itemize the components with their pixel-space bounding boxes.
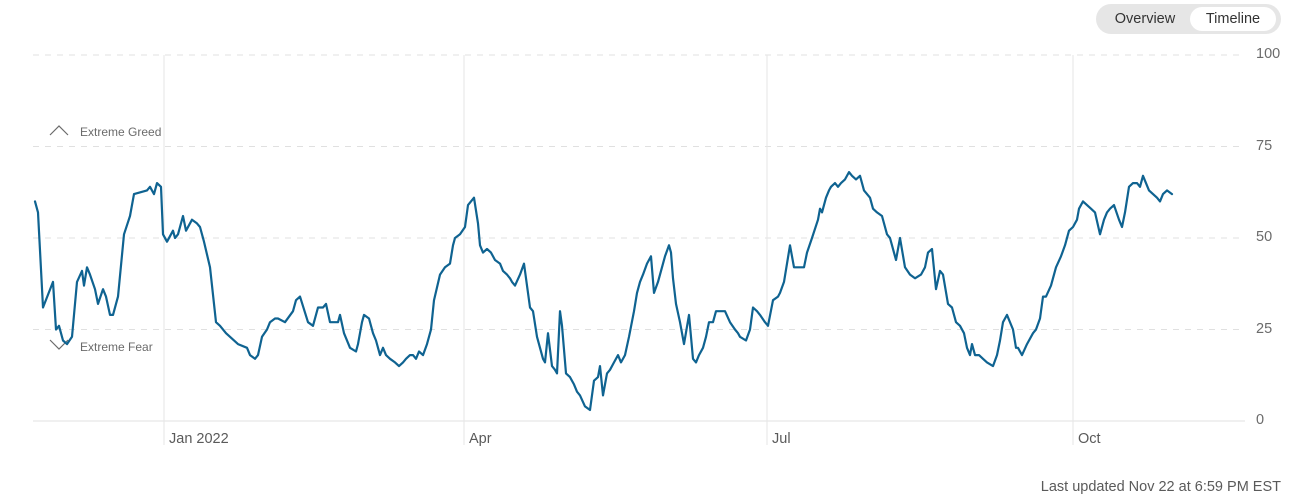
vertical-gridlines	[163, 55, 1074, 445]
y-tick-100: 100	[1256, 46, 1281, 62]
last-updated: Last updated Nov 22 at 6:59 PM EST	[1040, 479, 1281, 495]
x-tick-oct: Oct	[1078, 431, 1101, 447]
x-tick-jul: Jul	[772, 431, 791, 447]
horizontal-gridlines	[33, 54, 1245, 422]
y-tick-0: 0	[1256, 412, 1265, 428]
y-tick-50: 50	[1256, 229, 1273, 245]
view-toggle: Overview Timeline	[1096, 4, 1281, 34]
y-tick-25: 25	[1256, 321, 1273, 337]
tab-timeline[interactable]: Timeline	[1190, 7, 1276, 31]
x-tick-apr: Apr	[469, 431, 492, 447]
fear-greed-line	[33, 171, 1174, 412]
extreme-greed-marker	[49, 125, 69, 136]
tab-overview[interactable]: Overview	[1114, 11, 1176, 27]
y-tick-75: 75	[1256, 138, 1273, 154]
extreme-fear-label: Extreme Fear	[80, 340, 153, 354]
extreme-greed-label: Extreme Greed	[80, 125, 162, 139]
x-tick-jan-2022: Jan 2022	[169, 431, 229, 447]
